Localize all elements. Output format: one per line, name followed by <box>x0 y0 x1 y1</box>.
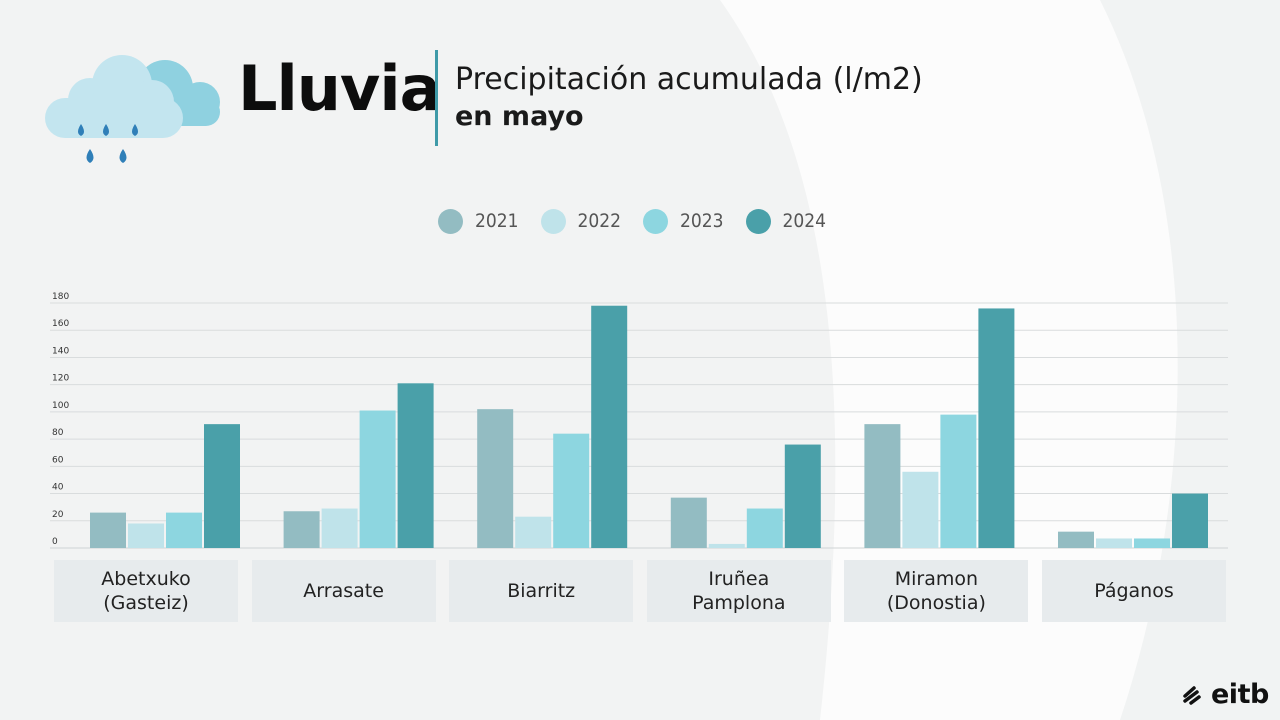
category-label: Arrasate <box>251 560 436 622</box>
category-label: Páganos <box>1042 560 1226 622</box>
bar-2024 <box>1172 493 1208 548</box>
bar-2023 <box>359 410 396 548</box>
title-divider <box>435 50 438 146</box>
legend-item: 2021 <box>438 208 519 234</box>
chart-legend: 2021 2022 2023 2024 <box>438 206 848 236</box>
bar-2022 <box>128 523 164 548</box>
bar-2021 <box>283 511 320 548</box>
legend-label: 2022 <box>577 210 622 232</box>
eitb-logo-mark <box>1183 686 1201 705</box>
legend-label: 2023 <box>680 210 724 232</box>
bar-2021 <box>864 424 901 548</box>
subtitle-line-2: en mayo <box>455 101 584 132</box>
y-tick-label: 120 <box>52 374 69 384</box>
legend-label: 2024 <box>782 210 827 232</box>
legend-swatch <box>745 208 771 234</box>
bar-2023 <box>746 508 783 548</box>
legend-label: 2021 <box>475 210 519 232</box>
brand-name: eitb <box>1211 678 1269 710</box>
eitb-logo: eitb <box>1182 676 1269 712</box>
rain-cloud-icon <box>45 55 220 163</box>
y-tick-label: 20 <box>52 510 64 520</box>
subtitle-line-1: Precipitación acumulada (l/m2) <box>455 62 923 97</box>
chart-subtitle: Precipitación acumulada (l/m2) en mayo <box>455 60 923 134</box>
category-label: Abetxuko (Gasteiz) <box>54 560 238 622</box>
bar-2021 <box>1058 531 1094 548</box>
y-tick-label: 180 <box>52 292 69 302</box>
bar-2024 <box>978 308 1015 548</box>
bar-2024 <box>591 305 628 548</box>
legend-item: 2022 <box>540 208 622 234</box>
y-tick-label: 60 <box>52 455 64 465</box>
y-tick-label: 140 <box>52 346 69 356</box>
bar-2023 <box>553 433 590 548</box>
legend-item: 2023 <box>643 208 724 234</box>
bar-2021 <box>90 512 126 548</box>
legend-item: 2024 <box>745 208 827 234</box>
y-tick-label: 80 <box>52 428 64 438</box>
bar-2022 <box>1096 538 1132 548</box>
legend-swatch <box>540 208 566 234</box>
category-label: Iruñea Pamplona <box>646 560 831 622</box>
legend-swatch <box>438 208 463 234</box>
y-tick-label: 100 <box>52 401 69 411</box>
category-label: Biarritz <box>449 560 634 622</box>
bar-2022 <box>902 471 939 548</box>
page-title: Lluvia <box>238 52 441 125</box>
bar-2024 <box>204 424 240 548</box>
y-tick-label: 160 <box>52 319 69 329</box>
y-tick-label: 0 <box>52 537 58 547</box>
category-label: Miramon (Donostia) <box>844 560 1029 622</box>
bar-2021 <box>670 497 707 548</box>
bar-2023 <box>166 512 202 548</box>
bar-2023 <box>940 414 977 548</box>
bar-2022 <box>321 508 358 548</box>
bar-2024 <box>397 383 434 548</box>
bar-2022 <box>708 543 745 548</box>
bar-2023 <box>1134 538 1170 548</box>
bar-chart: 0 20 40 60 80 100 120 140 160 180 <box>50 292 1228 549</box>
bar-2021 <box>477 409 514 548</box>
y-tick-label: 40 <box>52 483 64 493</box>
bar-2022 <box>515 516 552 548</box>
legend-swatch <box>643 208 668 234</box>
bar-2024 <box>784 444 821 548</box>
